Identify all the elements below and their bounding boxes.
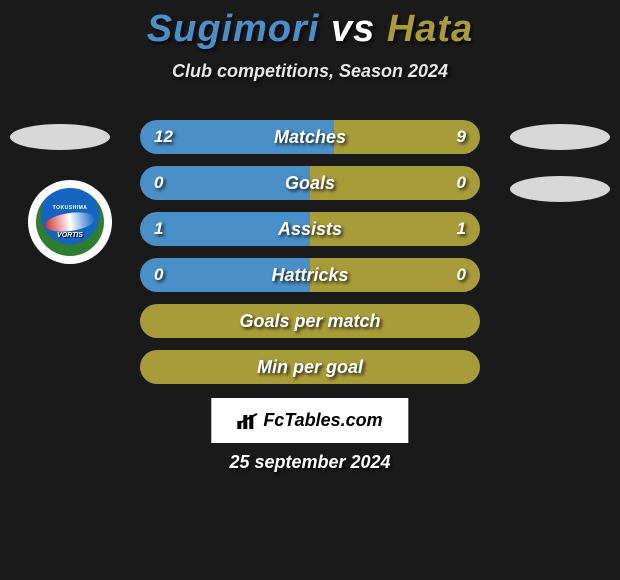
stat-row: Goals 0 0 [140, 166, 480, 200]
subtitle: Club competitions, Season 2024 [0, 61, 620, 82]
logo-text-bottom: VORTIS [57, 232, 83, 239]
stat-value-right: 9 [457, 127, 466, 147]
watermark: FcTables.com [211, 398, 408, 443]
stat-row: Assists 1 1 [140, 212, 480, 246]
stat-value-right: 1 [457, 219, 466, 239]
date-text: 25 september 2024 [0, 452, 620, 473]
stat-label: Assists [278, 219, 342, 240]
player1-name: Sugimori [147, 8, 320, 50]
bar-chart-icon [237, 413, 257, 429]
stat-value-left: 12 [154, 127, 173, 147]
player1-badge-1 [10, 124, 110, 150]
stat-value-left: 0 [154, 265, 163, 285]
stat-value-right: 0 [457, 173, 466, 193]
stat-label: Hattricks [271, 265, 348, 286]
stat-label: Goals per match [239, 311, 380, 332]
comparison-title: Sugimori vs Hata [0, 0, 620, 51]
vs-text: vs [331, 8, 375, 50]
stat-label: Matches [274, 127, 346, 148]
stat-bars-container: Matches129Goals00Assists11Hattricks00Goa… [140, 120, 480, 396]
stat-row: Goals per match [140, 304, 480, 338]
stat-row: Min per goal [140, 350, 480, 384]
stat-value-right: 0 [457, 265, 466, 285]
logo-swoosh-icon [44, 210, 96, 235]
watermark-text: FcTables.com [263, 410, 382, 431]
player2-badge-2 [510, 176, 610, 202]
stat-bar-right [310, 166, 480, 200]
stat-row: Matches 12 9 [140, 120, 480, 154]
stat-value-left: 1 [154, 219, 163, 239]
stat-label: Goals [285, 173, 335, 194]
player2-badge-1 [510, 124, 610, 150]
team-logo-inner: TOKUSHIMA VORTIS [36, 188, 104, 256]
stat-row: Hattricks 0 0 [140, 258, 480, 292]
player2-name: Hata [387, 8, 473, 50]
logo-text-top: TOKUSHIMA [53, 205, 88, 211]
stat-value-left: 0 [154, 173, 163, 193]
team-logo: TOKUSHIMA VORTIS [28, 180, 112, 264]
stat-label: Min per goal [257, 357, 363, 378]
